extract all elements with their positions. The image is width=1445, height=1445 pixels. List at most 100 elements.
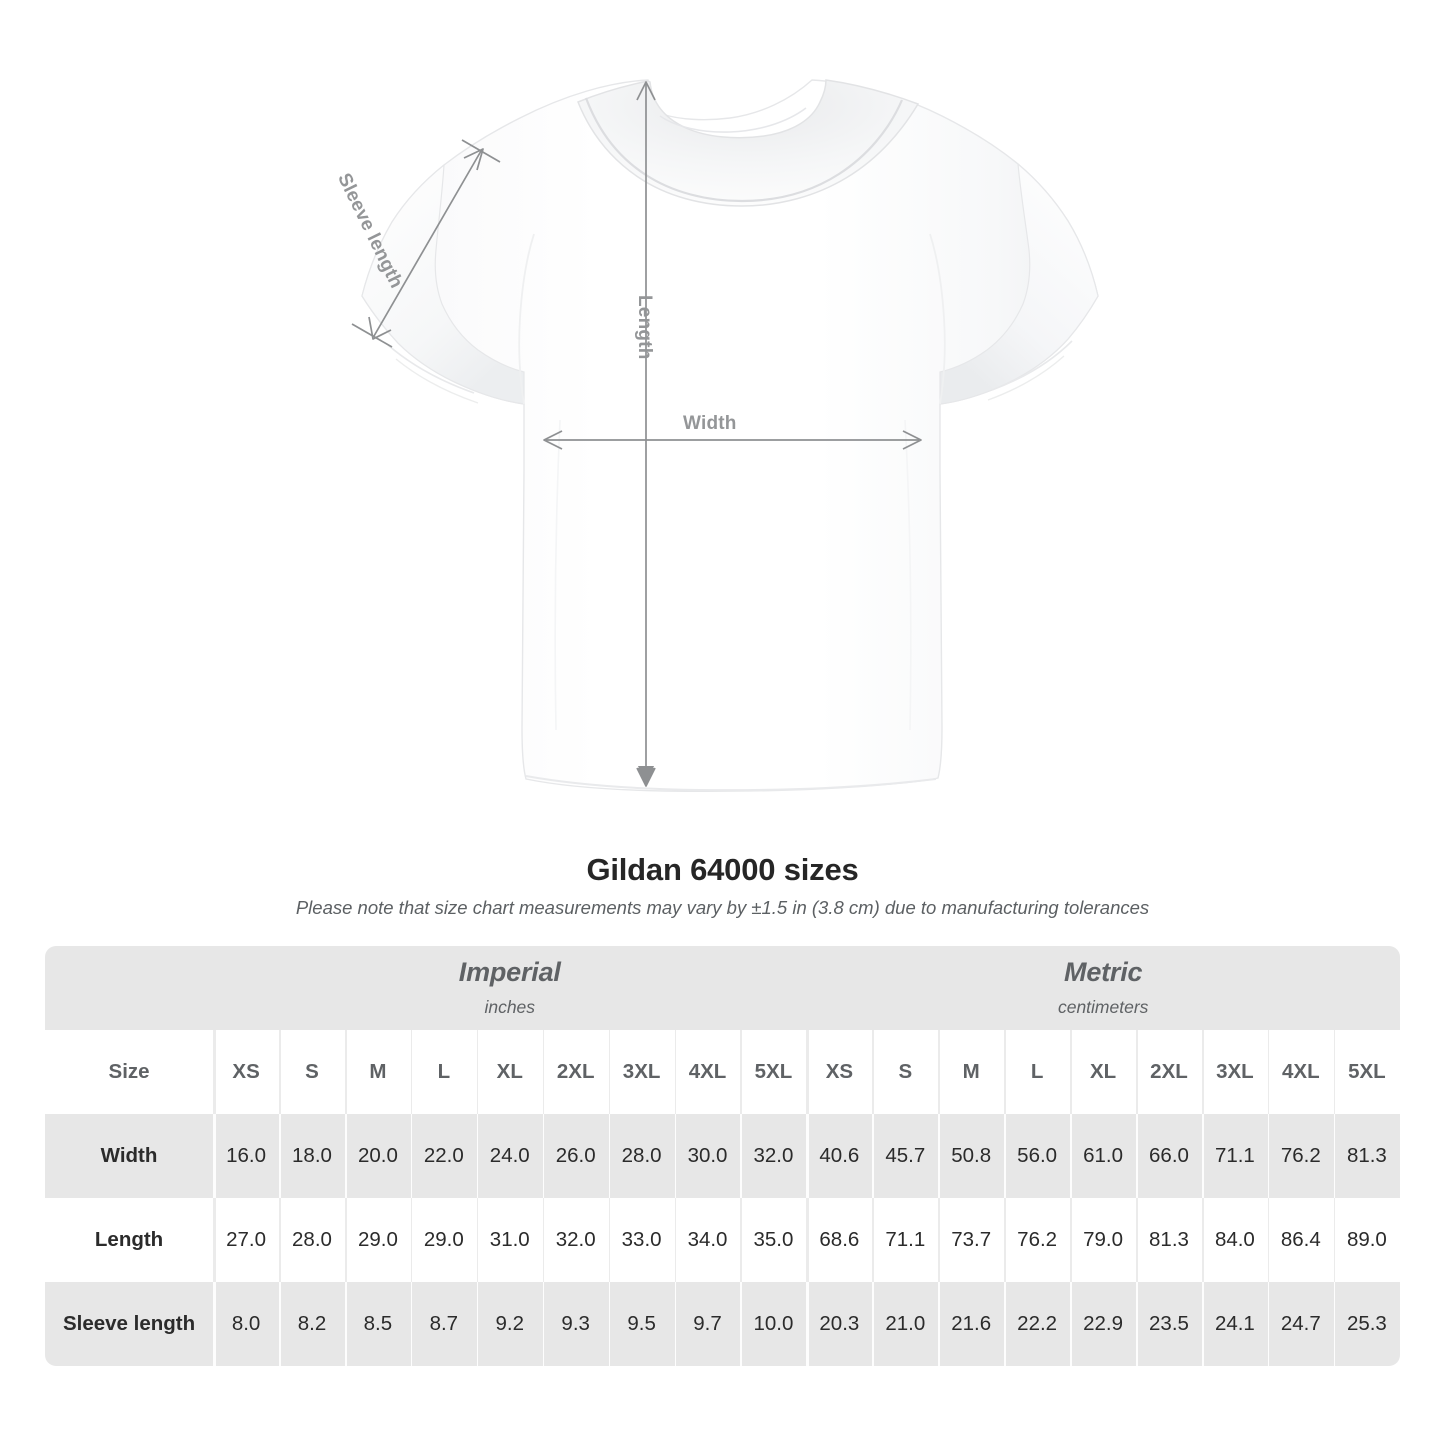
- unit-group-imperial-name: Imperial: [458, 957, 561, 988]
- table-header-row: Size XS S M L XL 2XL 3XL 4XL 5XL XS S M …: [45, 1030, 1400, 1114]
- table-cell: 9.7: [674, 1282, 741, 1366]
- table-cell: 16.0: [213, 1114, 280, 1198]
- tolerance-note: Please note that size chart measurements…: [295, 897, 1150, 918]
- garment-shape: [361, 79, 1099, 792]
- table-cell: 9.5: [608, 1282, 675, 1366]
- header-cell: L: [1004, 1030, 1071, 1114]
- width-dimension-arrow: [543, 430, 922, 450]
- table-cell: 71.1: [872, 1198, 939, 1282]
- page-title: Gildan 64000 sizes: [586, 852, 859, 887]
- table-cell: 89.0: [1333, 1198, 1400, 1282]
- table-cell: 26.0: [542, 1114, 609, 1198]
- table-cell: 50.8: [938, 1114, 1005, 1198]
- header-cell: L: [410, 1030, 477, 1114]
- column-header-size: Size: [45, 1030, 214, 1114]
- table-row: Sleeve length 8.0 8.2 8.5 8.7 9.2 9.3 9.…: [45, 1282, 1400, 1366]
- unit-banner-row: Imperial inches Metric centimeters: [45, 946, 1400, 1030]
- width-label: Width: [683, 413, 737, 434]
- table-row: Width 16.0 18.0 20.0 22.0 24.0 26.0 28.0…: [45, 1114, 1400, 1198]
- header-cell: 5XL: [1333, 1030, 1400, 1114]
- table-cell: 29.0: [344, 1198, 411, 1282]
- table-cell: 22.2: [1004, 1282, 1071, 1366]
- unit-banner-spacer: [45, 946, 214, 1030]
- table-cell: 61.0: [1070, 1114, 1137, 1198]
- table-cell: 34.0: [674, 1198, 741, 1282]
- table-cell: 27.0: [213, 1198, 280, 1282]
- table-cell: 8.0: [213, 1282, 280, 1366]
- header-cell: XS: [806, 1030, 873, 1114]
- table-cell: 24.1: [1201, 1282, 1268, 1366]
- table-cell: 18.0: [279, 1114, 345, 1198]
- table-cell: 8.5: [344, 1282, 411, 1366]
- table-cell: 45.7: [872, 1114, 939, 1198]
- table-cell: 10.0: [740, 1282, 807, 1366]
- header-cell: 4XL: [674, 1030, 741, 1114]
- table-cell: 81.3: [1333, 1114, 1400, 1198]
- table-cell: 20.3: [806, 1282, 873, 1366]
- table-cell: 24.0: [476, 1114, 543, 1198]
- table-cell: 29.0: [410, 1198, 477, 1282]
- table-cell: 9.3: [542, 1282, 609, 1366]
- tshirt-measurement-diagram: Sleeve length Length Width: [333, 79, 1099, 792]
- table-cell: 31.0: [476, 1198, 543, 1282]
- header-cell: S: [872, 1030, 939, 1114]
- header-cell: XS: [213, 1030, 280, 1114]
- table-cell: 30.0: [674, 1114, 741, 1198]
- table-cell: 32.0: [542, 1198, 609, 1282]
- header-cell: 5XL: [740, 1030, 807, 1114]
- table-cell: 32.0: [740, 1114, 807, 1198]
- table-cell: 20.0: [344, 1114, 411, 1198]
- header-cell: XL: [1070, 1030, 1137, 1114]
- table-cell: 86.4: [1267, 1198, 1334, 1282]
- row-label: Sleeve length: [45, 1282, 214, 1366]
- table-cell: 68.6: [806, 1198, 873, 1282]
- table-cell: 56.0: [1004, 1114, 1071, 1198]
- table-cell: 8.2: [279, 1282, 345, 1366]
- table-cell: 40.6: [806, 1114, 873, 1198]
- table-cell: 21.6: [938, 1282, 1005, 1366]
- dimension-annotations: [351, 81, 922, 787]
- row-label: Length: [45, 1198, 214, 1282]
- unit-group-metric-sub: centimeters: [1057, 997, 1149, 1018]
- table-cell: 71.1: [1201, 1114, 1268, 1198]
- table-cell: 28.0: [279, 1198, 345, 1282]
- header-cell: 2XL: [1136, 1030, 1202, 1114]
- table-cell: 79.0: [1070, 1198, 1137, 1282]
- unit-group-metric: Metric centimeters: [806, 946, 1400, 1030]
- header-cell: S: [279, 1030, 345, 1114]
- header-cell: 3XL: [1201, 1030, 1268, 1114]
- header-cell: 3XL: [608, 1030, 675, 1114]
- table-cell: 35.0: [740, 1198, 807, 1282]
- table-cell: 81.3: [1136, 1198, 1202, 1282]
- table-cell: 23.5: [1136, 1282, 1202, 1366]
- row-label: Width: [45, 1114, 214, 1198]
- sleeve-length-dimension-arrow: [351, 139, 501, 348]
- table-cell: 21.0: [872, 1282, 939, 1366]
- size-chart-table-container: Imperial inches Metric centimeters Size …: [45, 946, 1400, 1366]
- size-chart-table: Imperial inches Metric centimeters Size …: [45, 946, 1400, 1366]
- table-cell: 73.7: [938, 1198, 1005, 1282]
- header-cell: 4XL: [1267, 1030, 1334, 1114]
- table-cell: 22.9: [1070, 1282, 1137, 1366]
- length-dimension-arrow: [636, 81, 656, 787]
- header-cell: 2XL: [542, 1030, 609, 1114]
- table-cell: 84.0: [1201, 1198, 1268, 1282]
- table-row: Length 27.0 28.0 29.0 29.0 31.0 32.0 33.…: [45, 1198, 1400, 1282]
- length-label: Length: [634, 295, 655, 360]
- table-cell: 8.7: [410, 1282, 477, 1366]
- table-cell: 76.2: [1004, 1198, 1071, 1282]
- table-cell: 24.7: [1267, 1282, 1334, 1366]
- table-cell: 28.0: [608, 1114, 675, 1198]
- header-cell: M: [938, 1030, 1005, 1114]
- unit-group-metric-name: Metric: [1064, 957, 1143, 988]
- table-cell: 9.2: [476, 1282, 543, 1366]
- header-cell: XL: [476, 1030, 543, 1114]
- unit-group-imperial: Imperial inches: [213, 946, 807, 1030]
- table-cell: 66.0: [1136, 1114, 1202, 1198]
- table-cell: 25.3: [1333, 1282, 1400, 1366]
- table-cell: 76.2: [1267, 1114, 1334, 1198]
- table-cell: 22.0: [410, 1114, 477, 1198]
- unit-group-imperial-sub: inches: [484, 997, 536, 1018]
- header-cell: M: [344, 1030, 411, 1114]
- tshirt-svg: [351, 79, 1099, 792]
